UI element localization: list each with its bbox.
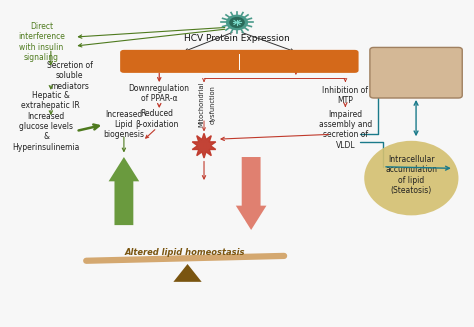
FancyBboxPatch shape [120, 50, 358, 73]
Text: Mitochondrial: Mitochondrial [199, 82, 205, 127]
Text: Core protein: Core protein [267, 57, 327, 66]
Text: Secretion and
catabolism: Secretion and catabolism [245, 166, 258, 221]
FancyBboxPatch shape [370, 47, 462, 98]
Text: dysfunction: dysfunction [210, 85, 216, 124]
Text: Inhibition of
MTP: Inhibition of MTP [322, 86, 368, 105]
Text: Reduced
β-oxidation: Reduced β-oxidation [135, 110, 179, 129]
Text: HCV Protein Expression: HCV Protein Expression [184, 34, 290, 43]
Text: Increased
Lipid
biogenesis: Increased Lipid biogenesis [103, 110, 145, 140]
Text: Decreased
export of
cholesterol &
lipoproteins: Decreased export of cholesterol & lipopr… [387, 53, 445, 93]
Circle shape [230, 18, 244, 27]
Text: Downregulation
of PPAR-α: Downregulation of PPAR-α [129, 84, 190, 103]
Text: ROS: ROS [196, 143, 212, 149]
Text: Direct
interference
with insulin
signaling: Direct interference with insulin signali… [18, 22, 65, 62]
Polygon shape [173, 264, 201, 282]
Text: Secretion of
soluble
mediators: Secretion of soluble mediators [47, 61, 92, 91]
Text: Altered lipid homeostasis: Altered lipid homeostasis [125, 248, 246, 257]
Polygon shape [236, 157, 266, 230]
Ellipse shape [364, 141, 458, 215]
Text: Increased
glucose levels
&
Hyperinsulinemia: Increased glucose levels & Hyperinsuline… [12, 112, 80, 152]
Polygon shape [192, 133, 216, 158]
Text: Lipid
synthesis: Lipid synthesis [118, 172, 130, 210]
Text: Intracellular
accumulation
of lipid
(Steatosis): Intracellular accumulation of lipid (Ste… [385, 155, 438, 195]
Circle shape [227, 15, 247, 30]
Text: Hepatic &
extrahepatic IR: Hepatic & extrahepatic IR [21, 91, 80, 110]
Polygon shape [109, 157, 139, 225]
Text: Impaired
assembly and
secretion of
VLDL: Impaired assembly and secretion of VLDL [319, 110, 372, 150]
Text: Nonstructural proteins: Nonstructural proteins [128, 57, 236, 66]
